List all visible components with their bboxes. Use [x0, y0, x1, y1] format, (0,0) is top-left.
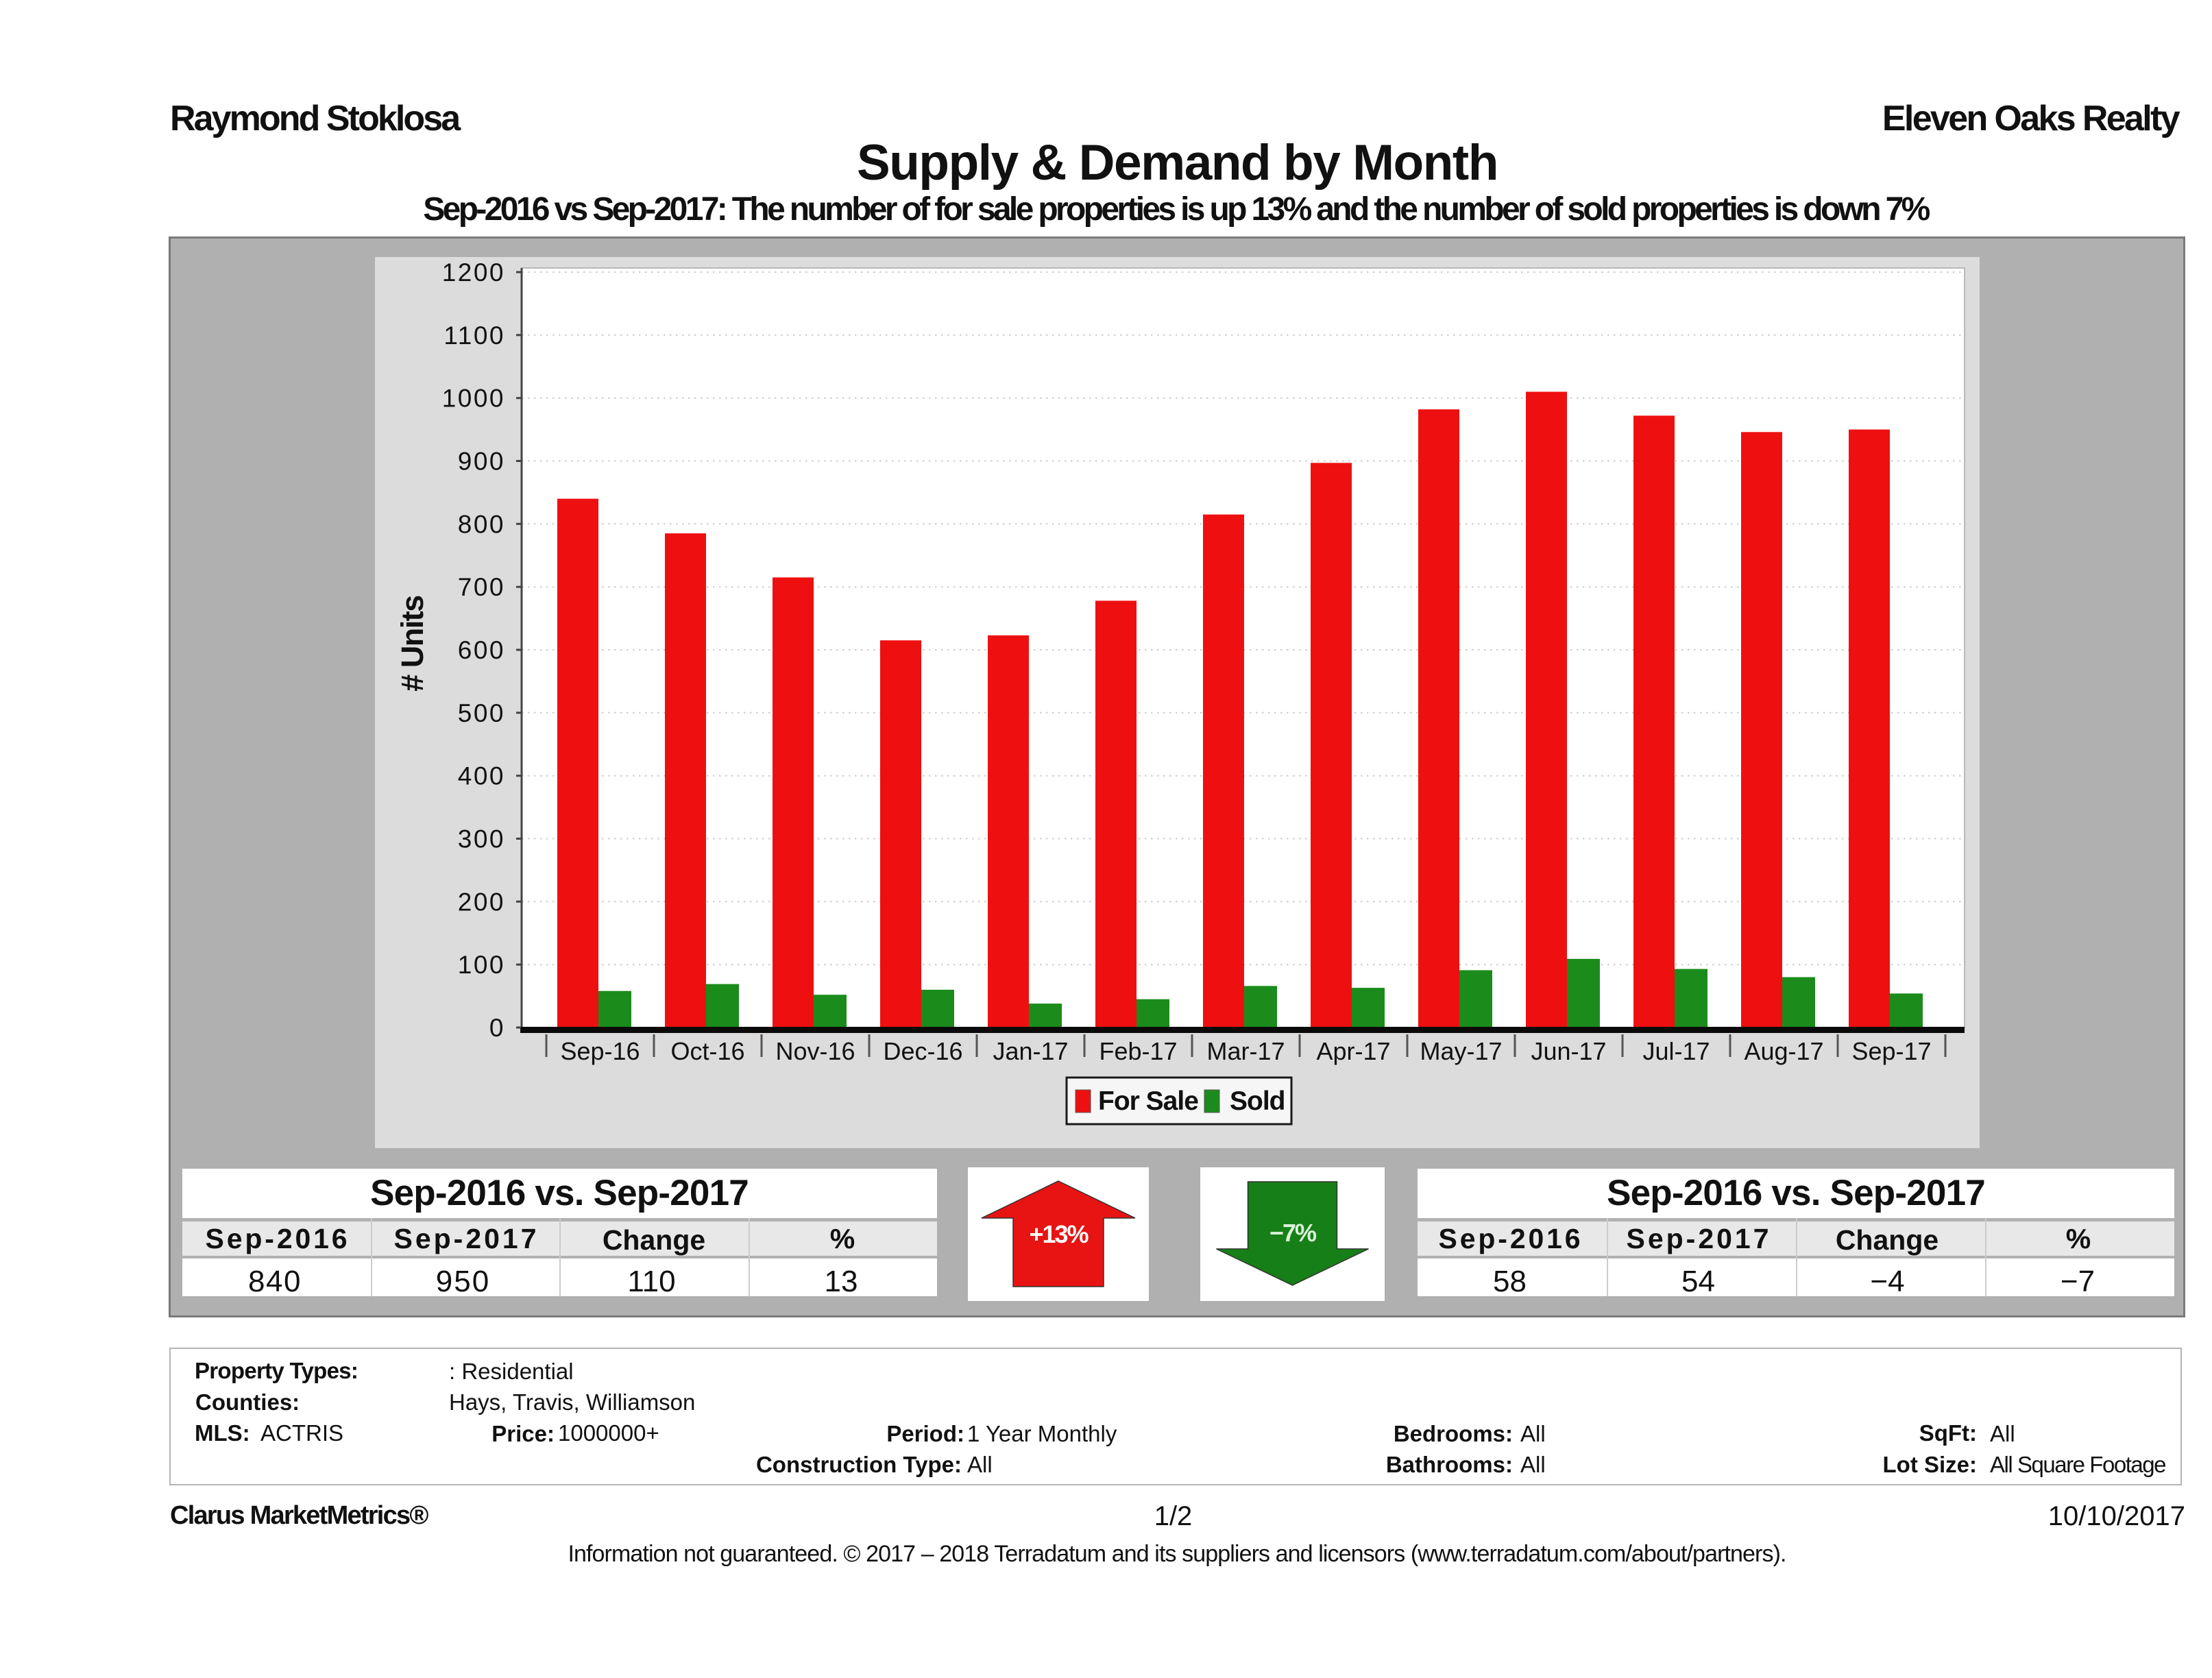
- svg-text:Feb-17: Feb-17: [1099, 1037, 1177, 1065]
- svg-text:900: 900: [458, 448, 505, 476]
- svg-text:May-17: May-17: [1420, 1037, 1502, 1065]
- svg-text:Sep-16: Sep-16: [560, 1037, 640, 1065]
- svg-text:Jan-17: Jan-17: [993, 1037, 1068, 1065]
- svg-text:Mar-17: Mar-17: [1206, 1037, 1285, 1065]
- svg-text:+13%: +13%: [1029, 1220, 1089, 1248]
- svg-text:Jun-17: Jun-17: [1531, 1037, 1606, 1065]
- svg-text:# Units: # Units: [395, 596, 430, 692]
- svg-text:400: 400: [458, 762, 505, 790]
- svg-text:300: 300: [458, 825, 505, 853]
- svg-text:Apr-17: Apr-17: [1316, 1037, 1390, 1065]
- svg-text:600: 600: [458, 636, 505, 664]
- svg-text:700: 700: [458, 573, 505, 601]
- svg-text:Dec-16: Dec-16: [883, 1037, 962, 1065]
- svg-text:Oct-16: Oct-16: [670, 1037, 744, 1065]
- svg-text:1100: 1100: [443, 321, 505, 350]
- svg-text:Aug-17: Aug-17: [1744, 1037, 1823, 1065]
- svg-text:Jul-17: Jul-17: [1642, 1037, 1710, 1065]
- svg-text:For Sale: For Sale: [1098, 1086, 1198, 1116]
- svg-text:Sep-17: Sep-17: [1851, 1037, 1931, 1065]
- svg-text:1200: 1200: [442, 258, 505, 287]
- svg-text:−7%: −7%: [1269, 1219, 1317, 1247]
- svg-text:100: 100: [458, 951, 505, 979]
- svg-text:200: 200: [458, 888, 505, 916]
- svg-text:Nov-16: Nov-16: [775, 1037, 855, 1065]
- svg-text:1000: 1000: [442, 385, 505, 413]
- svg-text:800: 800: [458, 510, 505, 538]
- svg-text:Sold: Sold: [1230, 1086, 1285, 1116]
- svg-text:500: 500: [458, 699, 505, 727]
- svg-text:0: 0: [489, 1014, 505, 1042]
